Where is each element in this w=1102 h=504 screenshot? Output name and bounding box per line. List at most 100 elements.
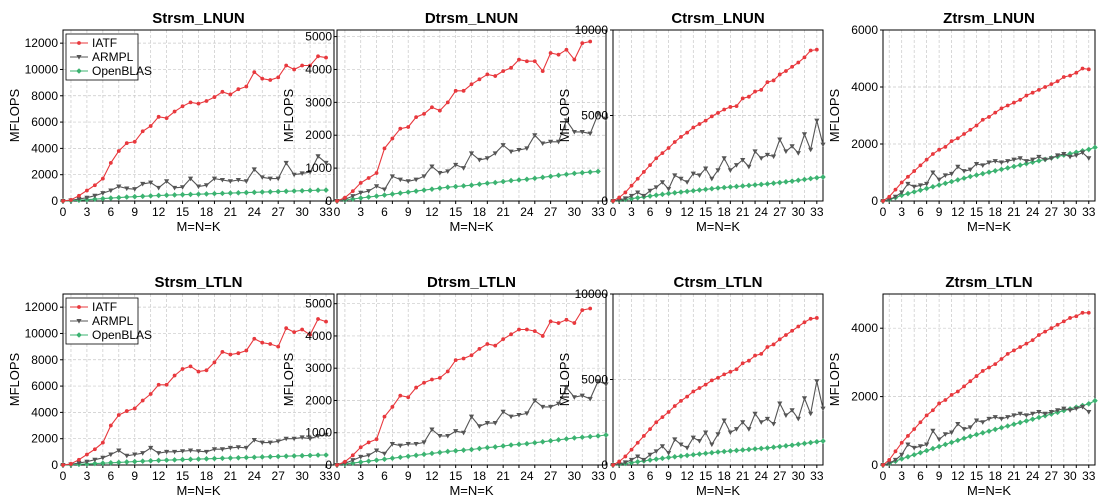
y-tick-label: 0 [325, 458, 332, 472]
data-point-iatf [759, 351, 764, 356]
data-point-iatf [509, 65, 513, 70]
data-point-iatf [906, 174, 910, 179]
data-point-armpl [571, 395, 577, 400]
data-point-iatf [437, 108, 442, 113]
data-point-armpl [203, 449, 210, 455]
data-point-armpl [500, 409, 506, 415]
data-point-openblas [203, 191, 210, 197]
data-point-openblas [299, 187, 305, 194]
data-point-armpl [628, 193, 635, 199]
data-point-iatf [635, 440, 640, 445]
data-point-iatf [728, 105, 733, 109]
data-point-openblas [539, 438, 546, 445]
data-point-armpl [307, 170, 313, 175]
data-point-iatf [212, 360, 217, 365]
data-point-iatf [728, 369, 733, 374]
data-point-armpl [516, 412, 522, 418]
data-point-openblas [299, 452, 305, 459]
data-point-openblas [942, 180, 949, 187]
data-point-iatf [437, 375, 442, 380]
legend-label-iatf: IATF [92, 300, 117, 314]
data-point-openblas [291, 453, 297, 459]
data-point-openblas [323, 452, 329, 458]
data-point-iatf [691, 389, 696, 394]
data-point-armpl [460, 166, 467, 171]
data-point-openblas [979, 170, 986, 177]
x-tick-label: 15 [699, 469, 713, 483]
data-point-armpl [350, 194, 356, 199]
data-point-openblas [752, 182, 758, 188]
data-point-armpl [397, 177, 403, 183]
x-tick-label: 12 [152, 469, 166, 483]
x-tick-label: 24 [1026, 205, 1040, 219]
data-point-armpl [930, 428, 936, 434]
data-point-openblas [460, 183, 467, 189]
x-tick-label: 33 [319, 469, 333, 483]
data-point-openblas [155, 457, 162, 464]
data-point-openblas [108, 459, 114, 466]
data-point-armpl [211, 447, 218, 452]
x-tick-label: 30 [1063, 205, 1077, 219]
data-point-iatf [709, 378, 714, 383]
data-point-openblas [998, 424, 1005, 431]
y-tick-label: 0 [871, 458, 878, 472]
data-point-openblas [948, 178, 955, 185]
data-point-armpl [413, 177, 419, 183]
x-tick-label: 3 [628, 205, 635, 219]
data-point-iatf [350, 453, 355, 458]
data-point-iatf [703, 382, 708, 387]
data-point-openblas [163, 457, 170, 463]
data-point-openblas [715, 185, 721, 191]
x-tick-label: 12 [425, 469, 439, 483]
data-point-openblas [709, 185, 715, 192]
data-point-armpl [1086, 409, 1092, 415]
data-point-iatf [887, 194, 892, 199]
data-point-armpl [659, 444, 666, 449]
data-point-openblas [397, 454, 404, 461]
x-tick-label: 9 [131, 205, 138, 219]
x-tick-label: 3 [628, 469, 635, 483]
data-point-armpl [1005, 159, 1011, 164]
data-point-openblas [492, 179, 499, 186]
chart-title: Ctrsm_LNUN [671, 10, 764, 27]
data-point-iatf [796, 324, 801, 329]
y-tick-label: 4000 [851, 321, 878, 335]
data-point-iatf [580, 308, 585, 313]
data-point-armpl [164, 449, 170, 455]
data-point-openblas [139, 458, 146, 464]
data-point-armpl [587, 131, 593, 137]
data-point-armpl [1036, 409, 1042, 415]
data-point-iatf [116, 149, 121, 153]
x-tick-label: 6 [107, 205, 114, 219]
data-point-iatf [987, 115, 991, 119]
data-point-openblas [131, 193, 138, 200]
data-point-armpl [219, 447, 226, 452]
data-point-openblas [967, 433, 974, 440]
y-axis-label: MFLOPS [827, 352, 842, 406]
data-point-armpl [299, 171, 305, 176]
data-point-armpl [366, 189, 372, 194]
data-point-armpl [740, 420, 746, 425]
y-tick-label: 10000 [25, 326, 59, 340]
data-point-openblas [100, 460, 106, 466]
data-point-armpl [715, 168, 721, 173]
data-point-iatf [588, 39, 593, 44]
data-point-iatf [172, 109, 177, 114]
data-point-armpl [307, 436, 313, 442]
data-point-armpl [92, 193, 98, 199]
data-point-openblas [702, 186, 709, 193]
chart-title: Dtrsm_LTLN [427, 274, 516, 291]
x-axis-label: M=N=K [176, 483, 220, 498]
x-tick-label: 15 [176, 469, 190, 483]
data-point-armpl [524, 411, 530, 416]
data-point-armpl [243, 179, 249, 184]
data-point-openblas [211, 455, 218, 462]
data-point-armpl [770, 154, 777, 160]
data-point-iatf [1049, 326, 1054, 331]
y-tick-label: 4000 [851, 80, 878, 94]
data-point-armpl [1011, 157, 1017, 163]
x-tick-label: 12 [951, 469, 965, 483]
y-tick-label: 5000 [305, 297, 332, 311]
data-point-openblas [484, 180, 491, 187]
data-point-iatf [148, 124, 153, 128]
